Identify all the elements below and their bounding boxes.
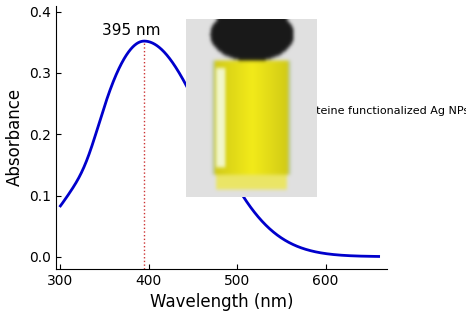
X-axis label: Wavelength (nm): Wavelength (nm) bbox=[150, 294, 294, 311]
Text: L-Cysteine functionalized Ag NPs: L-Cysteine functionalized Ag NPs bbox=[287, 106, 466, 116]
Text: 395 nm: 395 nm bbox=[102, 23, 160, 38]
Y-axis label: Absorbance: Absorbance bbox=[6, 88, 24, 186]
